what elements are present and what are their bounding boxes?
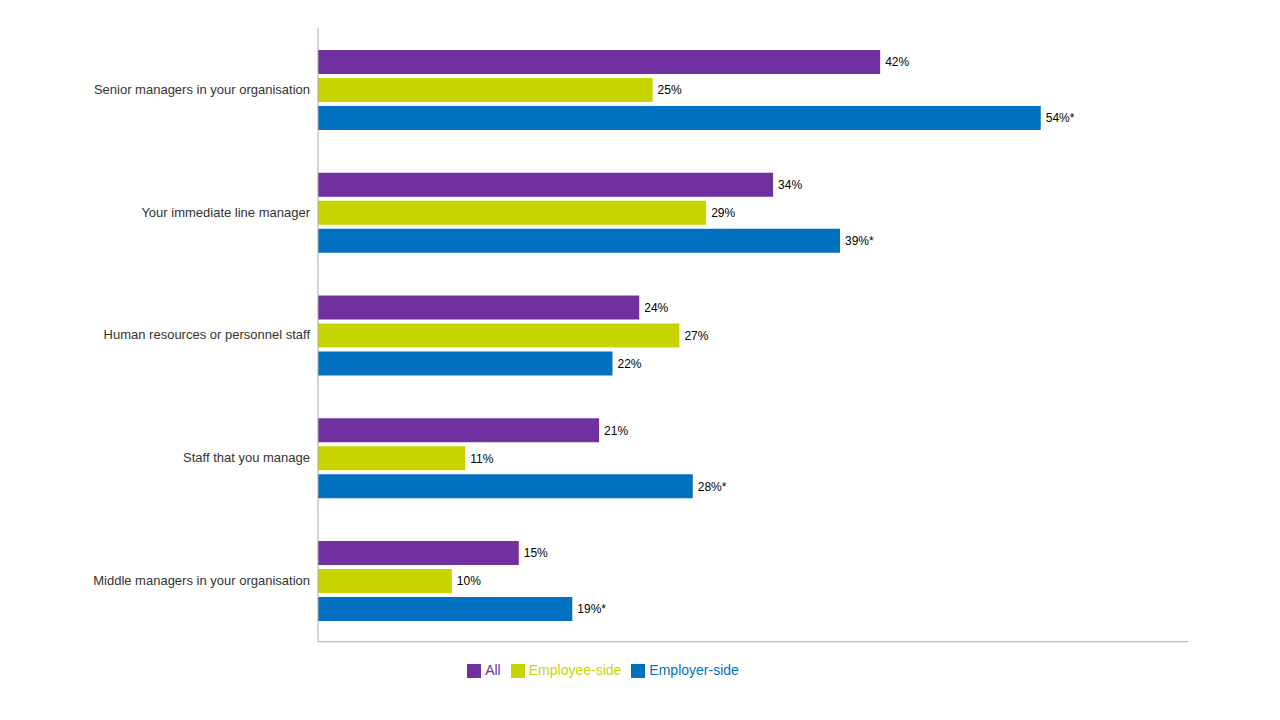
svg-text:21%: 21%: [604, 424, 628, 438]
svg-text:Senior managers in your organi: Senior managers in your organisation: [94, 82, 310, 97]
svg-text:27%: 27%: [684, 329, 708, 343]
svg-text:39%*: 39%*: [845, 234, 874, 248]
html-text:Employer-side: Employer-side: [649, 661, 739, 678]
svg-text:15%: 15%: [524, 546, 548, 560]
svg-text:Human resources or personnel s: Human resources or personnel staff: [104, 327, 311, 342]
svg-text:42%: 42%: [885, 55, 909, 69]
svg-text:11%: 11%: [470, 452, 493, 466]
html-text:Employee-side: Employee-side: [528, 661, 622, 678]
svg-text:29%: 29%: [711, 206, 735, 220]
svg-text:10%: 10%: [457, 574, 481, 588]
svg-text:22%: 22%: [617, 357, 641, 371]
html-text:All: All: [485, 661, 501, 678]
svg-text:19%*: 19%*: [577, 602, 606, 616]
svg-text:24%: 24%: [644, 301, 668, 315]
svg-text:28%*: 28%*: [698, 480, 727, 494]
svg-text:Your immediate line manager: Your immediate line manager: [141, 205, 310, 220]
svg-text:25%: 25%: [658, 83, 682, 97]
svg-text:34%: 34%: [778, 178, 802, 192]
svg-text:Staff that you manage: Staff that you manage: [183, 450, 310, 465]
svg-text:54%*: 54%*: [1046, 111, 1075, 125]
svg-text:Middle managers in your organi: Middle managers in your organisation: [93, 573, 310, 588]
